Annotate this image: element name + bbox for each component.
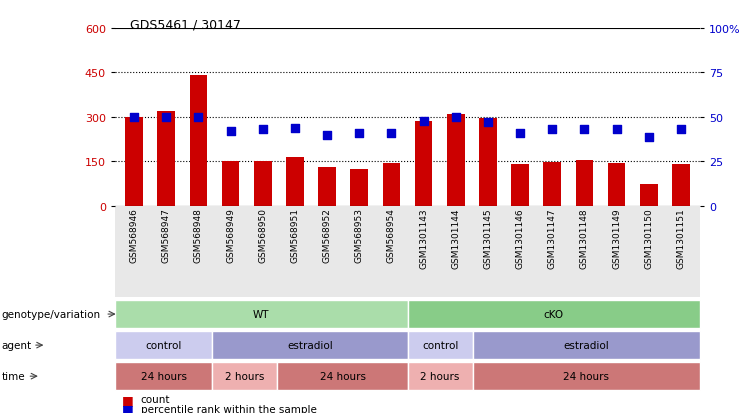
Text: ■: ■	[122, 393, 134, 406]
Text: 24 hours: 24 hours	[141, 371, 187, 381]
Bar	[415, 122, 433, 206]
Point	[675, 127, 687, 133]
Bar	[511, 165, 529, 206]
Bar	[319, 168, 336, 206]
Text: GDS5461 / 30147: GDS5461 / 30147	[130, 19, 241, 31]
Text: ■: ■	[122, 402, 134, 413]
Bar	[543, 163, 561, 206]
Point	[546, 127, 558, 133]
Point	[321, 132, 333, 139]
Bar	[125, 118, 143, 206]
Point	[514, 131, 526, 137]
Bar	[286, 158, 304, 206]
Text: control: control	[422, 340, 458, 350]
Bar	[158, 112, 175, 206]
Bar	[254, 162, 272, 206]
Text: percentile rank within the sample: percentile rank within the sample	[141, 404, 316, 413]
Point	[385, 131, 397, 137]
Point	[450, 114, 462, 121]
Text: genotype/variation: genotype/variation	[1, 309, 101, 319]
Text: estradiol: estradiol	[564, 340, 609, 350]
Bar	[350, 169, 368, 206]
Bar	[190, 76, 207, 206]
Bar	[576, 161, 594, 206]
Bar	[447, 115, 465, 206]
Text: agent: agent	[1, 340, 32, 350]
Text: estradiol: estradiol	[287, 340, 333, 350]
Text: 2 hours: 2 hours	[420, 371, 459, 381]
Point	[418, 118, 430, 125]
Point	[193, 114, 205, 121]
Point	[160, 114, 172, 121]
Text: count: count	[141, 394, 170, 404]
Point	[225, 128, 236, 135]
Point	[482, 120, 494, 126]
Text: cKO: cKO	[544, 309, 564, 319]
Bar	[672, 164, 690, 206]
Text: control: control	[145, 340, 182, 350]
Text: 24 hours: 24 hours	[319, 371, 365, 381]
Text: 24 hours: 24 hours	[563, 371, 609, 381]
Text: WT: WT	[253, 309, 270, 319]
Text: 2 hours: 2 hours	[225, 371, 265, 381]
Text: time: time	[1, 371, 25, 381]
Point	[643, 134, 655, 140]
Point	[353, 131, 365, 137]
Bar	[222, 162, 239, 206]
Bar	[382, 164, 400, 206]
Point	[579, 127, 591, 133]
Point	[289, 125, 301, 132]
Point	[128, 114, 140, 121]
Point	[257, 127, 269, 133]
Point	[611, 127, 622, 133]
Bar	[479, 119, 496, 206]
Bar	[608, 164, 625, 206]
Bar	[640, 184, 657, 206]
